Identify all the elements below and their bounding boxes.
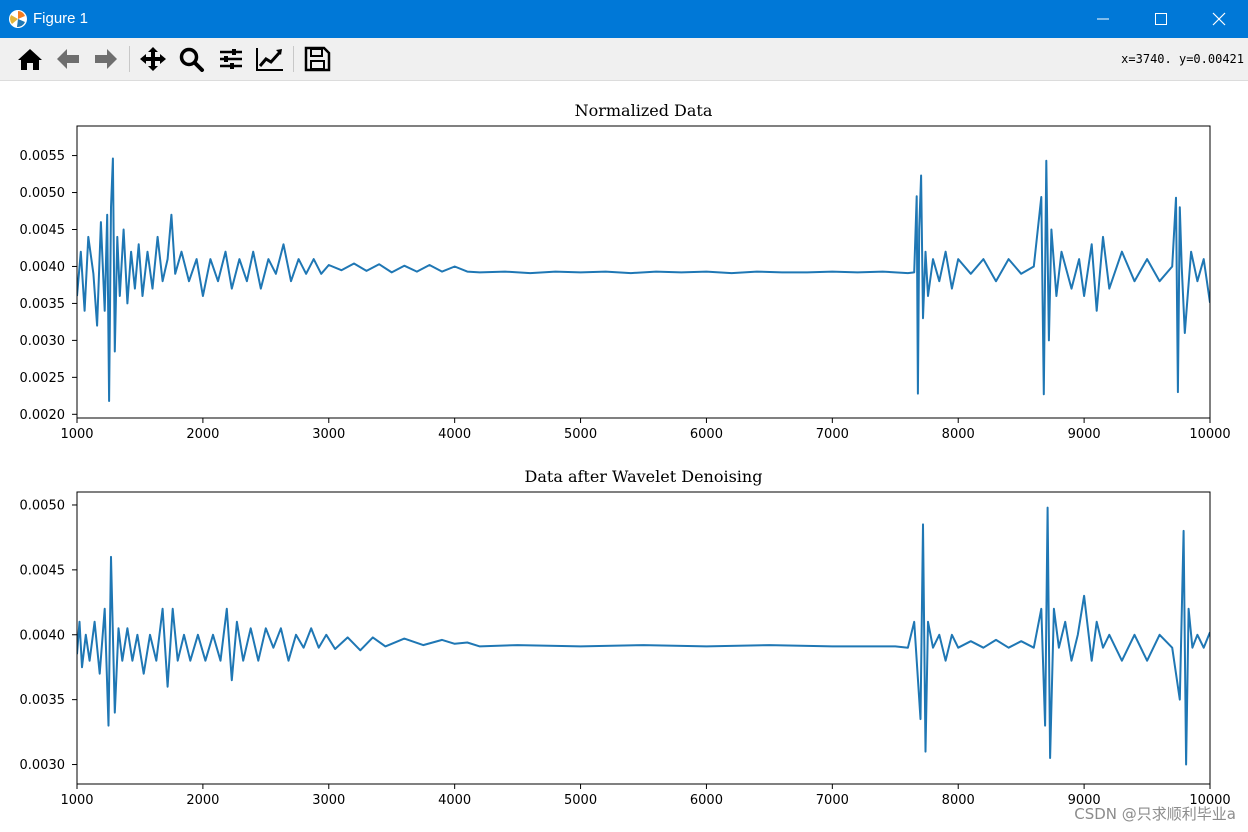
minimize-icon bbox=[1097, 18, 1109, 20]
x-tick-label: 8000 bbox=[942, 793, 975, 808]
navigation-toolbar: x=3740. y=0.00421 bbox=[0, 38, 1248, 81]
cursor-coordinates-readout: x=3740. y=0.00421 bbox=[1121, 52, 1244, 66]
x-tick-label: 7000 bbox=[816, 427, 849, 442]
y-tick-label: 0.0040 bbox=[20, 628, 66, 643]
y-tick-label: 0.0040 bbox=[20, 260, 66, 275]
axes-frame bbox=[76, 491, 1211, 785]
normalized-data-chart: Normalized Data 1000 2000 3000 4000 5000 6000 7… bbox=[20, 101, 1231, 442]
back-button[interactable] bbox=[52, 44, 84, 74]
x-tick-label: 6000 bbox=[690, 793, 723, 808]
y-tick-label: 0.0045 bbox=[20, 223, 66, 238]
pan-button[interactable] bbox=[137, 44, 169, 74]
x-tick-label: 2000 bbox=[186, 427, 219, 442]
y-tick-label: 0.0035 bbox=[20, 297, 66, 312]
y-tick-label: 0.0030 bbox=[20, 334, 66, 349]
save-button[interactable] bbox=[301, 44, 333, 74]
back-arrow-icon bbox=[57, 49, 79, 69]
x-tick-label: 4000 bbox=[438, 793, 471, 808]
home-icon bbox=[18, 49, 42, 70]
pan-icon bbox=[140, 47, 166, 71]
data-series-line bbox=[77, 157, 1210, 402]
zoom-icon bbox=[179, 47, 204, 72]
maximize-icon bbox=[1155, 13, 1167, 25]
y-tick-label: 0.0045 bbox=[20, 563, 66, 578]
x-tick-label: 8000 bbox=[942, 427, 975, 442]
toolbar-separator bbox=[293, 46, 294, 72]
close-icon bbox=[1212, 12, 1226, 26]
figure-canvas[interactable]: Normalized Data 1000 2000 3000 4000 5000 6000 7… bbox=[0, 80, 1248, 832]
configure-subplots-button[interactable] bbox=[215, 44, 247, 74]
home-button[interactable] bbox=[14, 44, 46, 74]
csdn-watermark: CSDN @只求顺利毕业a bbox=[1074, 805, 1236, 823]
edit-axis-icon bbox=[256, 48, 283, 71]
x-tick-label: 9000 bbox=[1068, 793, 1101, 808]
save-icon bbox=[304, 46, 331, 72]
x-tick-label: 3000 bbox=[312, 793, 345, 808]
x-tick-label: 10000 bbox=[1189, 427, 1230, 442]
matplotlib-app-icon bbox=[9, 10, 27, 28]
y-tick-label: 0.0020 bbox=[20, 408, 66, 423]
y-tick-label: 0.0030 bbox=[20, 758, 66, 773]
x-tick-label: 5000 bbox=[564, 427, 597, 442]
chart-title: Normalized Data bbox=[575, 101, 713, 120]
chart-title: Data after Wavelet Denoising bbox=[525, 467, 763, 486]
edit-axis-button[interactable] bbox=[253, 44, 285, 74]
zoom-button[interactable] bbox=[176, 44, 208, 74]
x-tick-label: 10000 bbox=[1189, 793, 1230, 808]
x-tick-label: 9000 bbox=[1068, 427, 1101, 442]
y-tick-label: 0.0025 bbox=[20, 371, 66, 386]
x-tick-label: 1000 bbox=[60, 427, 93, 442]
close-button[interactable] bbox=[1190, 0, 1248, 38]
x-tick-label: 6000 bbox=[690, 427, 723, 442]
forward-button[interactable] bbox=[90, 44, 122, 74]
y-tick-label: 0.0035 bbox=[20, 693, 66, 708]
x-tick-label: 1000 bbox=[60, 793, 93, 808]
x-tick-label: 2000 bbox=[186, 793, 219, 808]
minimize-button[interactable] bbox=[1074, 0, 1132, 38]
forward-arrow-icon bbox=[95, 49, 117, 69]
axes-frame bbox=[76, 125, 1211, 419]
window-title: Figure 1 bbox=[33, 10, 89, 27]
window-titlebar: Figure 1 bbox=[0, 0, 1248, 38]
denoised-data-chart: Data after Wavelet Denoising 1000 2000 3000… bbox=[20, 467, 1231, 808]
y-tick-label: 0.0050 bbox=[20, 186, 66, 201]
y-tick-label: 0.0050 bbox=[20, 498, 66, 513]
x-tick-label: 3000 bbox=[312, 427, 345, 442]
maximize-button[interactable] bbox=[1132, 0, 1190, 38]
data-series-line bbox=[77, 506, 1210, 766]
x-tick-label: 7000 bbox=[816, 793, 849, 808]
subplots-config-icon bbox=[220, 49, 242, 69]
toolbar-separator bbox=[129, 46, 130, 72]
y-tick-label: 0.0055 bbox=[20, 149, 66, 164]
x-tick-label: 5000 bbox=[564, 793, 597, 808]
x-tick-label: 4000 bbox=[438, 427, 471, 442]
